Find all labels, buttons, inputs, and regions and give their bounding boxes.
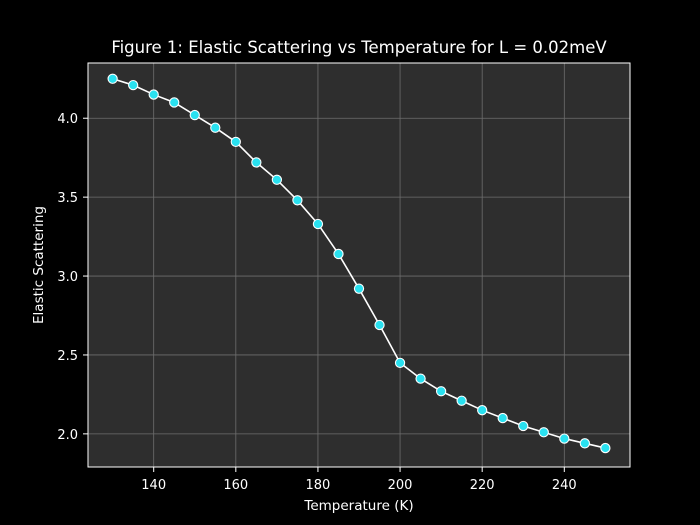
y-tick-label: 2.5 bbox=[57, 349, 78, 364]
data-point bbox=[128, 79, 139, 91]
data-point bbox=[435, 386, 447, 397]
x-tick-label: 240 bbox=[552, 478, 577, 493]
data-point bbox=[333, 248, 344, 260]
x-tick-label: 160 bbox=[223, 478, 248, 493]
y-tick-label: 3.5 bbox=[57, 191, 78, 206]
data-point bbox=[559, 433, 570, 444]
data-point bbox=[271, 174, 283, 185]
data-point bbox=[210, 122, 221, 133]
x-axis-label: Temperature (K) bbox=[303, 498, 413, 514]
data-point bbox=[230, 136, 241, 148]
data-point bbox=[189, 109, 200, 121]
plot-area bbox=[88, 63, 630, 467]
data-point bbox=[579, 438, 590, 449]
data-point bbox=[600, 442, 611, 454]
data-point bbox=[538, 427, 549, 438]
x-tick-label: 180 bbox=[306, 478, 331, 493]
data-point bbox=[497, 412, 508, 424]
y-tick-label: 4.0 bbox=[57, 112, 78, 127]
data-point bbox=[148, 89, 159, 100]
data-point bbox=[394, 357, 406, 368]
data-point bbox=[518, 420, 529, 432]
data-point bbox=[292, 195, 303, 206]
y-axis-label: Elastic Scattering bbox=[31, 206, 47, 324]
series-layer bbox=[107, 73, 611, 454]
data-point bbox=[415, 373, 426, 384]
ticks: 140 160 180 200 220 240 2.0 2.5 3.0 3.5 4.0 bbox=[57, 112, 576, 493]
data-point bbox=[456, 395, 467, 406]
data-point bbox=[374, 319, 385, 331]
data-point bbox=[107, 73, 118, 84]
x-tick-label: 200 bbox=[388, 478, 413, 493]
data-point bbox=[353, 283, 365, 294]
x-tick-label: 220 bbox=[470, 478, 495, 493]
chart-title: Figure 1: Elastic Scattering vs Temperat… bbox=[111, 38, 607, 57]
data-point bbox=[169, 97, 180, 108]
y-tick-label: 2.0 bbox=[57, 428, 78, 443]
x-tick-label: 140 bbox=[141, 478, 166, 493]
data-point bbox=[251, 157, 262, 168]
y-tick-label: 3.0 bbox=[57, 270, 78, 285]
grid bbox=[88, 63, 630, 467]
data-point bbox=[477, 405, 488, 416]
plot-frame bbox=[87, 62, 631, 468]
data-point bbox=[312, 218, 324, 230]
